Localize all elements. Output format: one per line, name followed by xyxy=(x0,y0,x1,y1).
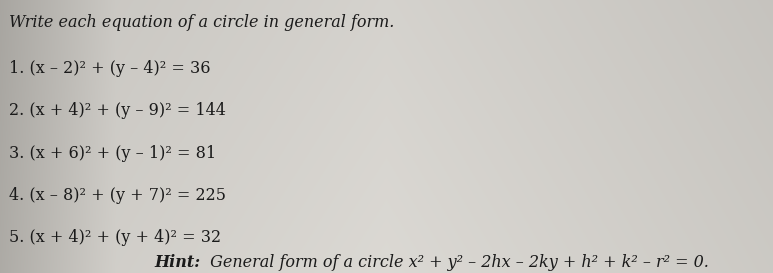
Text: 4. (x – 8)² + (y + 7)² = 225: 4. (x – 8)² + (y + 7)² = 225 xyxy=(9,187,226,204)
Text: General form of a circle x² + y² – 2hx – 2ky + h² + k² – r² = 0.: General form of a circle x² + y² – 2hx –… xyxy=(205,254,709,271)
Text: Hint:: Hint: xyxy=(155,254,201,271)
Text: 5. (x + 4)² + (y + 4)² = 32: 5. (x + 4)² + (y + 4)² = 32 xyxy=(9,229,221,246)
Text: 3. (x + 6)² + (y – 1)² = 81: 3. (x + 6)² + (y – 1)² = 81 xyxy=(9,145,216,162)
Text: Write each equation of a circle in general form.: Write each equation of a circle in gener… xyxy=(9,14,395,31)
Text: 1. (x – 2)² + (y – 4)² = 36: 1. (x – 2)² + (y – 4)² = 36 xyxy=(9,60,211,77)
Text: 2. (x + 4)² + (y – 9)² = 144: 2. (x + 4)² + (y – 9)² = 144 xyxy=(9,102,226,119)
